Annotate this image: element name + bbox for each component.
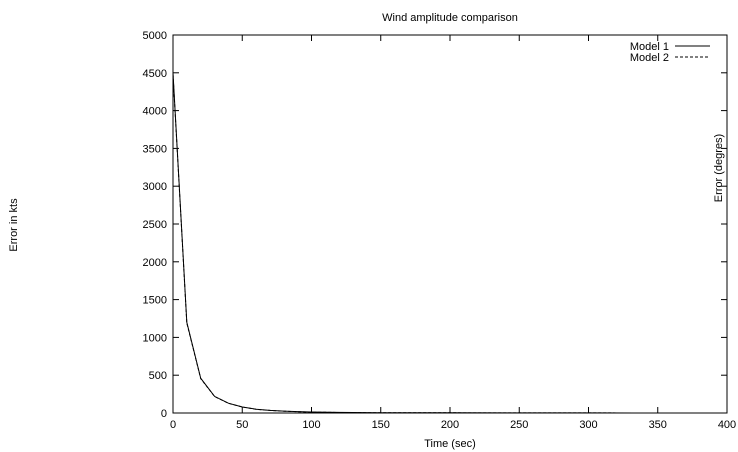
x-tick-label: 200 <box>441 419 459 431</box>
series-line-1 <box>172 72 727 414</box>
y-tick-label: 4500 <box>143 68 167 80</box>
y-tick-label: 2000 <box>143 257 167 269</box>
y-tick-label: 0 <box>161 408 167 420</box>
x-axis-label: Time (sec) <box>424 438 476 450</box>
series-line-2 <box>172 74 727 414</box>
x-axis: 0 50 100 150 200 250 300 350 400 <box>170 35 736 431</box>
y-tick-label: 4000 <box>143 106 167 118</box>
x-tick-label: 0 <box>170 419 176 431</box>
chart-title: Wind amplitude comparison <box>382 12 518 24</box>
series-group <box>172 72 727 414</box>
legend-label-1: Model 1 <box>630 41 669 53</box>
y-axis-label: Error in kts <box>8 198 20 252</box>
x-tick-label: 350 <box>649 419 667 431</box>
x-tick-label: 150 <box>372 419 390 431</box>
x-tick-label: 400 <box>718 419 736 431</box>
y-tick-label: 1000 <box>143 332 167 344</box>
y-tick-label: 3000 <box>143 181 167 193</box>
y-axis: 0 500 1000 1500 2000 2500 3000 3500 4000 4500 5000 <box>143 30 727 420</box>
x-tick-label: 100 <box>302 419 320 431</box>
x-tick-label: 50 <box>236 419 248 431</box>
y-tick-label: 5000 <box>143 30 167 42</box>
y-tick-label: 2500 <box>143 219 167 231</box>
x-tick-label: 250 <box>510 419 528 431</box>
x-tick-label: 300 <box>579 419 597 431</box>
y-tick-label: 1500 <box>143 295 167 307</box>
y-tick-label: 3500 <box>143 143 167 155</box>
legend-label-2: Model 2 <box>630 52 669 64</box>
y-tick-label: 500 <box>149 370 167 382</box>
y2-axis-label: Error (degres) <box>713 134 725 202</box>
plot-frame <box>172 34 728 414</box>
